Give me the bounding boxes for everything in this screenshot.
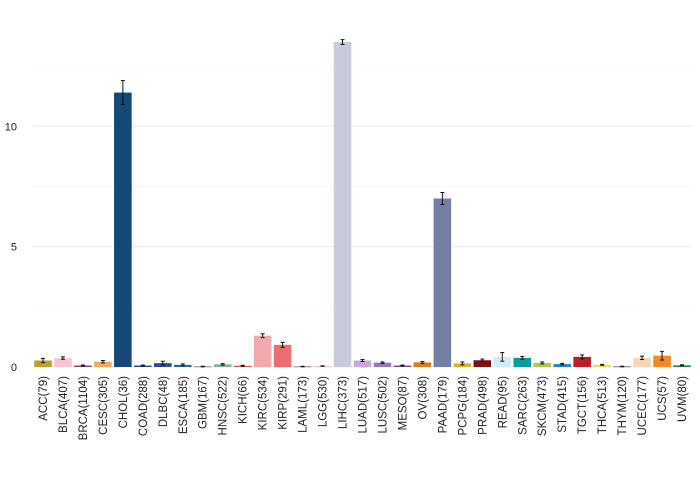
x-tick-label: BRCA(1104) — [78, 376, 90, 441]
error-bar — [240, 364, 245, 367]
x-tick-label: TGCT(156) — [577, 376, 589, 434]
error-bar — [560, 362, 565, 366]
error-bar — [420, 360, 425, 364]
x-tick-label: SARC(263) — [517, 376, 529, 435]
bar — [533, 362, 552, 367]
x-tick-label: SKCM(473) — [537, 376, 549, 436]
x-tick-label: LAML(173) — [298, 376, 310, 433]
x-tick-label: OV(308) — [417, 376, 429, 420]
error-bar — [600, 363, 605, 366]
x-tick-label: DLBC(48) — [158, 376, 170, 427]
x-tick-label: UVM(80) — [677, 376, 689, 422]
error-bar — [400, 364, 405, 367]
x-tick-label: COAD(288) — [138, 376, 150, 436]
error-bar — [140, 364, 145, 367]
error-bar — [440, 191, 445, 206]
y-axis-ticks: 0 5 10 — [5, 121, 17, 374]
y-tick-label: 10 — [5, 121, 17, 133]
gridlines — [33, 65, 692, 368]
bar — [473, 360, 492, 367]
error-bar — [180, 363, 185, 367]
error-bar — [40, 357, 45, 364]
x-tick-label: CHOL(36) — [118, 376, 130, 429]
bar — [54, 358, 72, 367]
bar — [593, 364, 611, 367]
error-bar — [480, 358, 485, 362]
bar — [94, 361, 112, 367]
bar — [373, 362, 392, 367]
x-tick-label: LUAD(517) — [358, 376, 370, 434]
bar — [273, 344, 292, 367]
bars — [34, 42, 691, 368]
x-tick-label: MESO(87) — [397, 376, 409, 430]
x-tick-label: ACC(79) — [38, 376, 50, 421]
error-bar — [160, 360, 165, 366]
bar — [633, 357, 651, 367]
x-tick-label: UCS(57) — [657, 376, 669, 421]
error-bar — [360, 359, 365, 362]
error-bar — [660, 350, 665, 361]
error-bar — [340, 39, 345, 45]
error-bar — [100, 360, 105, 364]
x-tick-label: THCA(513) — [597, 376, 609, 434]
error-bar — [680, 364, 685, 367]
y-tick-label: 5 — [11, 242, 17, 254]
bar — [253, 335, 272, 367]
bar — [34, 360, 52, 367]
x-tick-label: LUSC(502) — [377, 376, 389, 434]
error-bar — [220, 363, 225, 366]
x-tick-label: LIHC(373) — [338, 376, 350, 429]
error-bars — [40, 39, 685, 368]
error-bar — [80, 364, 85, 367]
x-tick-label: LGG(530) — [318, 376, 330, 427]
x-tick-label: STAD(415) — [557, 376, 569, 433]
bar — [213, 364, 232, 367]
error-bar — [580, 354, 585, 360]
error-bar — [260, 333, 265, 339]
bar — [353, 360, 372, 367]
bar — [433, 198, 452, 367]
bar — [413, 362, 432, 367]
error-bar — [460, 361, 465, 366]
x-tick-label: PRAD(498) — [477, 376, 489, 435]
x-tick-label: PCPG(184) — [457, 376, 469, 436]
error-bar — [120, 80, 125, 106]
error-bar — [640, 355, 645, 361]
error-bar — [520, 355, 525, 360]
bar — [573, 356, 591, 367]
bar — [553, 364, 571, 367]
x-tick-label: CESC(305) — [98, 376, 110, 435]
x-tick-label: GBM(167) — [198, 376, 210, 429]
x-tick-label: BLCA(407) — [58, 376, 70, 433]
x-tick-label: ESCA(185) — [178, 376, 190, 434]
x-tick-label: KIRC(534) — [258, 376, 270, 430]
bar — [333, 42, 352, 368]
y-tick-label: 0 — [11, 362, 17, 374]
x-tick-label: THYM(120) — [617, 376, 629, 436]
bar — [114, 92, 132, 367]
error-bar — [280, 341, 285, 348]
error-bar — [540, 361, 545, 365]
error-bar — [60, 356, 65, 360]
x-tick-label: PAAD(179) — [437, 376, 449, 433]
x-tick-label: KIRP(291) — [278, 376, 290, 430]
error-bar — [500, 352, 505, 362]
x-tick-label: HNSC(522) — [218, 376, 230, 436]
x-tick-label: READ(95) — [497, 376, 509, 429]
x-tick-label: UCEC(177) — [637, 376, 649, 436]
error-bar — [380, 361, 385, 364]
bar — [653, 355, 671, 367]
bar — [513, 357, 532, 367]
x-axis-labels: ACC(79) BLCA(407) BRCA(1104) CESC(305) CHOL(… — [38, 376, 689, 441]
x-tick-label: KICH(66) — [238, 376, 250, 424]
bar — [493, 356, 512, 367]
